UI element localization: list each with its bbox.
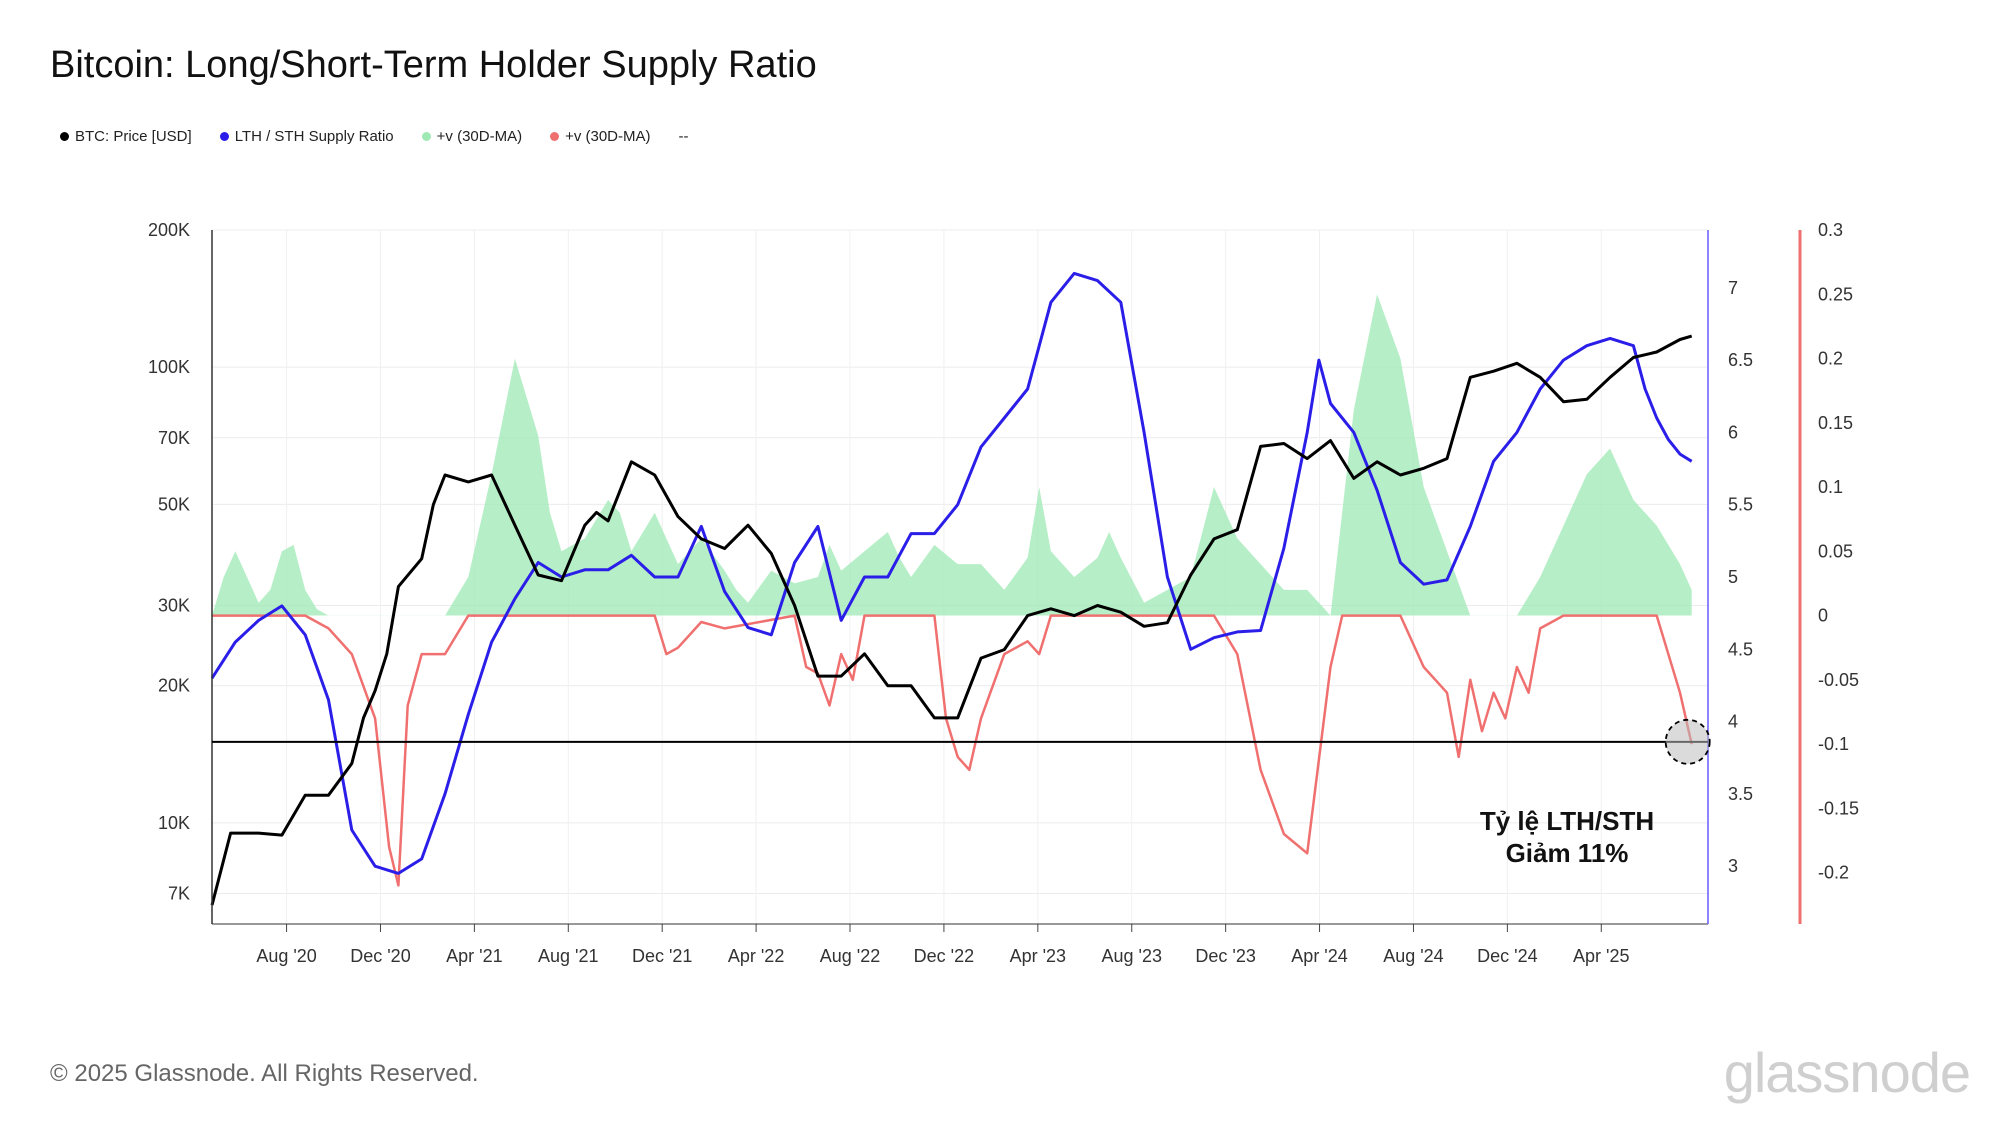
price-tick-label: 200K <box>148 220 190 240</box>
series-lines <box>210 271 1693 906</box>
change-tick-label: 0.3 <box>1818 220 1843 240</box>
legend-dot-ratio <box>219 132 229 141</box>
legend-label-negative: +v (30D-MA) <box>565 128 651 145</box>
price-tick-label: 30K <box>158 595 190 615</box>
change-tick-label: -0.2 <box>1818 863 1849 883</box>
x-tick-label: Aug '20 <box>256 946 317 966</box>
change-tick-label: 0.2 <box>1818 349 1843 369</box>
price-tick-label: 20K <box>158 676 190 696</box>
legend-dot-negative <box>550 132 560 141</box>
legend: BTC: Price [USD] LTH / STH Supply Ratio … <box>60 128 689 145</box>
legend-label-price: BTC: Price [USD] <box>75 128 192 145</box>
brand-logo: glassnode <box>1723 1041 1971 1104</box>
legend-item-ratio[interactable]: LTH / STH Supply Ratio <box>219 128 394 145</box>
change-tick-label: 0.25 <box>1818 284 1853 304</box>
chart-title: Bitcoin: Long/Short-Term Holder Supply R… <box>50 44 817 86</box>
change-tick-label: -0.05 <box>1818 670 1859 690</box>
ratio-tick-label: 4 <box>1728 712 1738 732</box>
change-tick-label: 0 <box>1818 606 1828 626</box>
legend-item-positive[interactable]: +v (30D-MA) <box>421 128 523 145</box>
copyright: © 2025 Glassnode. All Rights Reserved. <box>50 1060 479 1087</box>
x-tick-label: Dec '23 <box>1195 946 1255 966</box>
x-tick-label: Dec '22 <box>914 946 974 966</box>
ratio-tick-label: 3 <box>1728 856 1738 876</box>
x-tick-label: Aug '24 <box>1383 946 1444 966</box>
lth-sth-ratio-line <box>210 271 1693 875</box>
axes <box>211 230 1802 932</box>
ratio-tick-label: 4.5 <box>1728 639 1753 659</box>
x-tick-label: Dec '24 <box>1477 946 1537 966</box>
x-tick-label: Apr '23 <box>1010 946 1066 966</box>
change-tick-label: 0.15 <box>1818 413 1853 433</box>
ratio-tick-label: 5 <box>1728 567 1738 587</box>
negative-change-line <box>212 614 1693 887</box>
price-tick-label: 10K <box>158 813 190 833</box>
x-tick-label: Dec '20 <box>350 946 410 966</box>
price-tick-label: 100K <box>148 357 190 377</box>
legend-label-positive: +v (30D-MA) <box>436 128 523 145</box>
legend-item-extra[interactable]: -- <box>679 128 689 145</box>
change-tick-label: 0.05 <box>1818 541 1853 561</box>
legend-dot-positive <box>421 132 431 141</box>
x-tick-label: Apr '25 <box>1573 946 1629 966</box>
price-tick-label: 50K <box>158 494 190 514</box>
annotation-line-1: Tỷ lệ LTH/STH <box>1480 806 1654 836</box>
change-tick-label: -0.15 <box>1818 798 1859 818</box>
x-tick-label: Aug '22 <box>820 946 881 966</box>
price-tick-label: 7K <box>168 883 190 903</box>
ratio-tick-label: 7 <box>1728 278 1738 298</box>
x-tick-label: Dec '21 <box>632 946 692 966</box>
legend-label-extra: -- <box>678 128 689 145</box>
highlight-circle <box>1664 718 1711 765</box>
btc-price-line <box>210 334 1693 906</box>
ratio-tick-label: 6 <box>1728 422 1738 442</box>
legend-dot-price <box>60 132 69 141</box>
x-tick-label: Apr '21 <box>446 946 502 966</box>
annotation-line-2: Giảm 11% <box>1506 838 1629 868</box>
change-tick-label: -0.1 <box>1818 734 1849 754</box>
price-tick-label: 70K <box>158 428 190 448</box>
ratio-tick-label: 6.5 <box>1728 350 1753 370</box>
ratio-tick-label: 3.5 <box>1728 784 1753 804</box>
positive-change-area <box>212 294 1692 616</box>
change-tick-label: 0.1 <box>1818 477 1843 497</box>
legend-item-negative[interactable]: +v (30D-MA) <box>550 128 651 145</box>
x-tick-label: Apr '22 <box>728 946 784 966</box>
legend-item-price[interactable]: BTC: Price [USD] <box>60 128 192 145</box>
ratio-tick-label: 5.5 <box>1728 495 1753 515</box>
change-areas <box>212 294 1692 616</box>
x-tick-label: Aug '21 <box>538 946 599 966</box>
tick-labels: 7K 10K 20K 30K 50K 70K 100K 200K Aug '20 Dec '20 A… <box>148 220 1859 966</box>
x-tick-label: Apr '24 <box>1291 946 1347 966</box>
legend-label-ratio: LTH / STH Supply Ratio <box>234 128 394 145</box>
x-tick-label: Aug '23 <box>1101 946 1162 966</box>
